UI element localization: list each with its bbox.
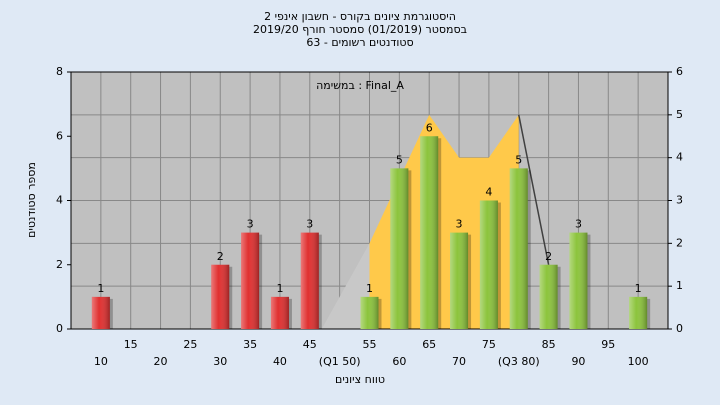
y2-tick-label: 5 — [676, 108, 683, 121]
data-label: 5 — [396, 153, 403, 166]
bar-shade — [539, 264, 558, 329]
line — [518, 114, 550, 265]
x-tick-label: 30 — [213, 355, 227, 368]
bar-shade — [479, 200, 498, 329]
x-tick-label: 25 — [183, 338, 197, 351]
bar-shade — [211, 264, 230, 329]
data-label: 4 — [485, 186, 492, 199]
y2-tick-label: 0 — [676, 322, 683, 335]
data-label: 1 — [97, 282, 104, 295]
data-label: 2 — [217, 250, 224, 263]
x-tick-label: 10 — [94, 355, 108, 368]
x-tick-label: 90 — [571, 355, 585, 368]
x-tick-label: 45 — [303, 338, 317, 351]
data-label: 1 — [276, 282, 283, 295]
y-tick-label: 4 — [56, 194, 63, 207]
x-tick-label: 60 — [392, 355, 406, 368]
x-tick-label: (Q1 50) — [319, 355, 361, 368]
bar-shade — [509, 168, 528, 329]
data-label: 3 — [575, 218, 582, 231]
bar-shade — [270, 296, 289, 329]
data-label: 3 — [456, 218, 463, 231]
annotation: במשימה : Final_A — [316, 79, 404, 92]
bar-shade — [420, 136, 439, 329]
bar-shade — [360, 296, 379, 329]
area — [321, 243, 370, 329]
bar-shade — [241, 232, 260, 329]
x-tick-label: (Q3 80) — [498, 355, 540, 368]
x-tick-label: 35 — [243, 338, 257, 351]
data-label: 2 — [545, 250, 552, 263]
y-tick-label: 0 — [56, 322, 63, 335]
bar-shade — [91, 296, 110, 329]
x-tick-label: 55 — [363, 338, 377, 351]
y-tick-label: 8 — [56, 65, 63, 78]
y-tick-label: 6 — [56, 129, 63, 142]
chart-subtitle: בסמסטר (01/2019) סמסטר חורף 2019/20 — [253, 23, 467, 36]
y2-tick-label: 4 — [676, 151, 683, 164]
chart-subtitle: סטודנטים רשומים - 63 — [306, 36, 413, 49]
bar-shade — [390, 168, 409, 329]
data-label: 1 — [635, 282, 642, 295]
x-tick-label: 40 — [273, 355, 287, 368]
data-label: 6 — [426, 121, 433, 134]
y2-tick-label: 2 — [676, 236, 683, 249]
x-axis-label: טווח ציונים — [335, 373, 385, 386]
y-tick-label: 2 — [56, 258, 63, 271]
x-tick-label: 75 — [482, 338, 496, 351]
x-tick-label: 15 — [124, 338, 138, 351]
y2-tick-label: 1 — [676, 279, 683, 292]
data-label: 5 — [515, 153, 522, 166]
data-label: 1 — [366, 282, 373, 295]
y2-tick-label: 6 — [676, 65, 683, 78]
x-tick-label: 100 — [628, 355, 649, 368]
x-tick-label: 65 — [422, 338, 436, 351]
data-label: 3 — [247, 218, 254, 231]
chart-title: היסטוגרמת ציונים בקורס - חשבון אינפי 2 — [264, 10, 456, 23]
bar-shade — [450, 232, 469, 329]
y-axis-label: מספר סטודנטים — [25, 162, 38, 238]
x-tick-label: 95 — [601, 338, 615, 351]
bar-shade — [300, 232, 319, 329]
data-label: 3 — [306, 218, 313, 231]
x-tick-label: 70 — [452, 355, 466, 368]
bar-shade — [629, 296, 648, 329]
x-tick-label: 20 — [154, 355, 168, 368]
y2-tick-label: 3 — [676, 194, 683, 207]
x-tick-label: 85 — [542, 338, 556, 351]
bar-shade — [569, 232, 588, 329]
